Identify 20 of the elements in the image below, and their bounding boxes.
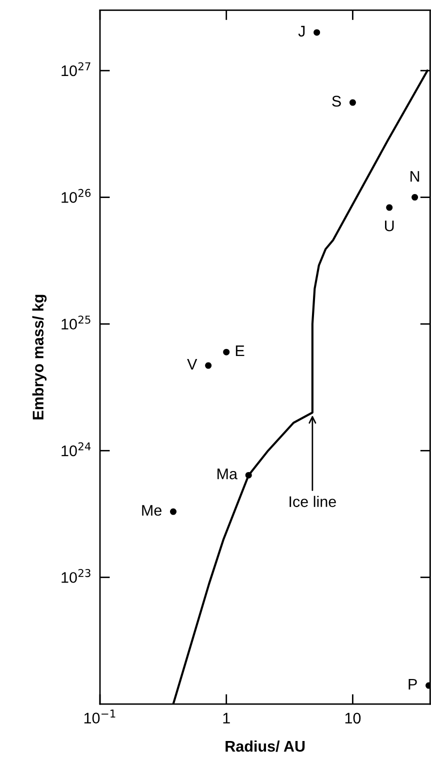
y-tick-label: 10$^{25}$ xyxy=(62,316,90,330)
annotation: J xyxy=(298,26,305,37)
y-tick-label: 10$^{23}$ xyxy=(62,568,90,583)
x-tick-label: 10$^{−1}$ xyxy=(84,710,116,724)
y-tick-label: 10$^{26}$ xyxy=(62,188,91,203)
x-tick-label: 10 xyxy=(345,712,361,724)
y-axis-title: Embryo mass/ kg xyxy=(32,294,47,420)
x-tick-label: 1 xyxy=(223,712,230,724)
annotation: P xyxy=(408,678,417,690)
y-tick-label: 10$^{24}$ xyxy=(62,442,91,456)
annotation: Me xyxy=(142,505,162,516)
annotation: Ma xyxy=(218,468,238,480)
annotation: Ice line xyxy=(290,496,336,508)
x-axis-title: Radius/ AU xyxy=(226,740,305,752)
annotation: U xyxy=(385,220,394,232)
annotation: S xyxy=(332,96,341,107)
annotation: V xyxy=(187,358,198,370)
annotation: E xyxy=(236,346,244,356)
y-tick-label: 10$^{27}$ xyxy=(62,62,90,76)
annotation: N xyxy=(410,171,420,182)
